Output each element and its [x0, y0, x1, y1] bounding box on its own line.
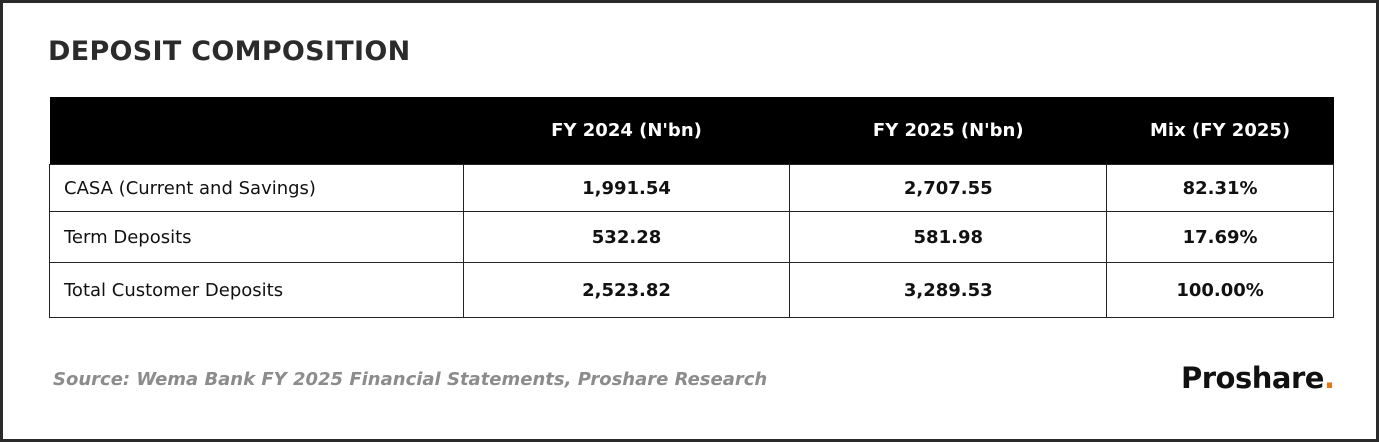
value-cell: 100.00% — [1106, 262, 1334, 318]
value-cell: 3,289.53 — [789, 262, 1108, 318]
table-row: Total Customer Deposits 2,523.82 3,289.53 1… — [49, 262, 1334, 318]
logo-dot: . — [1323, 361, 1335, 395]
logo: Proshare. — [1181, 361, 1335, 395]
logo-text: Proshare — [1181, 361, 1324, 395]
source: Source: Wema Bank FY 2025 Financial Stat… — [53, 369, 768, 390]
row-label: Total Customer Deposits — [49, 262, 464, 318]
value-cell: 532.28 — [462, 211, 791, 263]
table-row: CASA (Current and Savings) 1,991.54 2,707.… — [49, 164, 1334, 212]
row-label: Term Deposits — [49, 211, 464, 263]
header-cell-empty — [49, 97, 464, 165]
value-cell: 2,523.82 — [462, 262, 791, 318]
value-cell: 82.31% — [1106, 164, 1334, 212]
row-label: CASA (Current and Savings) — [49, 164, 464, 212]
header-cell: Mix (FY 2025) — [1106, 97, 1334, 165]
value-cell: 17.69% — [1106, 211, 1334, 263]
title: DEPOSIT COMPOSITION — [48, 36, 411, 67]
value-cell: 2,707.55 — [789, 164, 1108, 212]
header-cell: FY 2024 (N'bn) — [463, 97, 790, 165]
header-row: FY 2024 (N'bn) FY 2025 (N'bn) Mix (FY 20… — [49, 97, 1334, 165]
value-cell: 581.98 — [789, 211, 1108, 263]
deposit-table: FY 2024 (N'bn) FY 2025 (N'bn) Mix (FY 20… — [49, 97, 1334, 318]
header-cell: FY 2025 (N'bn) — [789, 97, 1107, 165]
table-row: Term Deposits 532.28 581.98 17.69% — [49, 211, 1334, 263]
value-cell: 1,991.54 — [462, 164, 791, 212]
